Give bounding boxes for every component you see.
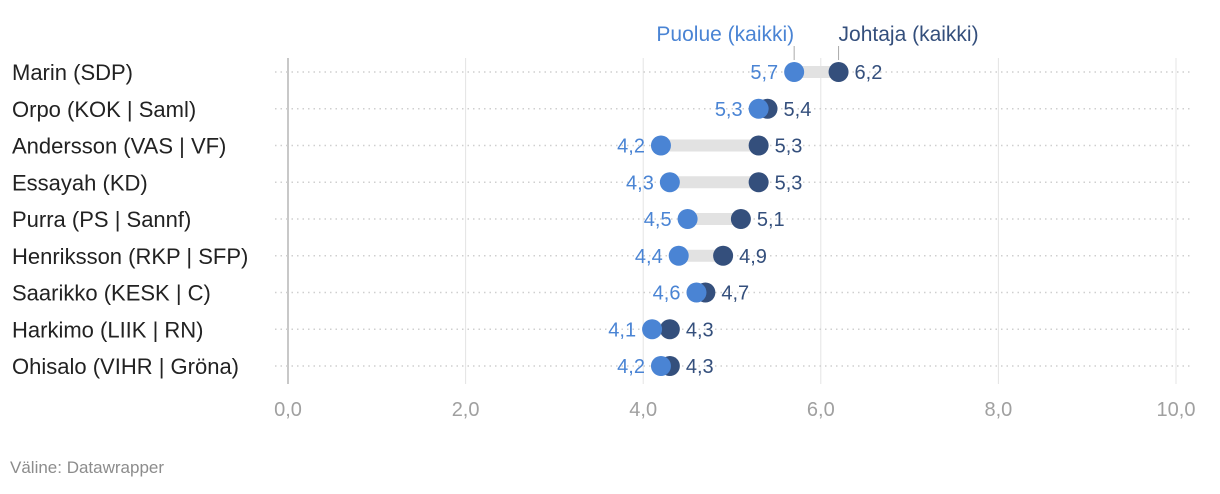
legend: Puolue (kaikki) Johtaja (kaikki)	[656, 23, 979, 60]
value-label-puolue: 4,2	[617, 356, 645, 378]
dot-puolue	[784, 62, 805, 82]
value-label-johtaja: 5,3	[775, 136, 803, 158]
x-tick-label: 0,0	[274, 399, 302, 421]
x-tick-label: 10,0	[1157, 399, 1196, 421]
x-tick-label: 6,0	[807, 399, 835, 421]
dot-puolue	[650, 356, 671, 376]
value-label-johtaja: 5,1	[757, 209, 785, 231]
source-note: Väline: Datawrapper	[10, 458, 165, 477]
value-label-puolue: 4,2	[617, 136, 645, 158]
dot-puolue	[668, 245, 689, 266]
dot-johtaja	[659, 319, 680, 340]
x-axis-ticks: 0,0 2,0 4,0 6,0 8,0 10,0	[274, 399, 1195, 421]
value-label-johtaja: 4,9	[739, 246, 767, 268]
category-label: Purra (PS | Sannf)	[12, 207, 191, 232]
category-label: Marin (SDP)	[12, 60, 133, 85]
value-label-johtaja: 4,3	[686, 319, 714, 341]
category-label: Henriksson (RKP | SFP)	[12, 244, 248, 269]
dot-johtaja	[713, 245, 734, 266]
x-tick-label: 4,0	[629, 399, 657, 421]
dot-puolue	[659, 172, 680, 193]
value-label-johtaja: 6,2	[855, 62, 883, 84]
gridlines	[287, 58, 1177, 384]
dot-puolue	[686, 282, 707, 303]
dot-puolue	[748, 98, 769, 119]
dot-puolue	[677, 209, 698, 229]
dot-johtaja	[748, 135, 769, 156]
value-label-johtaja: 5,3	[775, 172, 803, 194]
dot-johtaja	[828, 62, 849, 82]
value-label-puolue: 4,3	[626, 172, 654, 194]
legend-puolue: Puolue (kaikki)	[656, 23, 794, 46]
value-label-johtaja: 4,7	[721, 283, 749, 305]
category-label: Essayah (KD)	[12, 170, 148, 195]
category-label: Andersson (VAS | VF)	[12, 134, 226, 159]
value-label-puolue: 4,4	[635, 246, 663, 268]
dot-puolue	[642, 319, 663, 340]
x-tick-label: 8,0	[984, 399, 1012, 421]
legend-johtaja: Johtaja (kaikki)	[839, 23, 979, 46]
value-label-johtaja: 5,4	[784, 99, 812, 121]
category-label: Harkimo (LIIK | RN)	[12, 317, 204, 342]
category-label: Ohisalo (VIHR | Gröna)	[12, 354, 239, 379]
dot-johtaja	[730, 209, 751, 229]
value-label-puolue: 4,5	[644, 209, 672, 231]
value-label-puolue: 5,7	[750, 62, 778, 84]
category-label: Orpo (KOK | Saml)	[12, 97, 196, 122]
category-label: Saarikko (KESK | C)	[12, 281, 211, 306]
value-label-puolue: 4,1	[608, 319, 636, 341]
rows-layer: Marin (SDP) 5,7 6,2 Orpo (KOK | Saml) 5,3 5,4…	[12, 60, 1190, 379]
dot-puolue	[650, 135, 671, 156]
x-tick-label: 2,0	[452, 399, 480, 421]
value-label-puolue: 5,3	[715, 99, 743, 121]
dot-johtaja	[748, 172, 769, 193]
value-label-puolue: 4,6	[653, 283, 681, 305]
value-label-johtaja: 4,3	[686, 356, 714, 378]
